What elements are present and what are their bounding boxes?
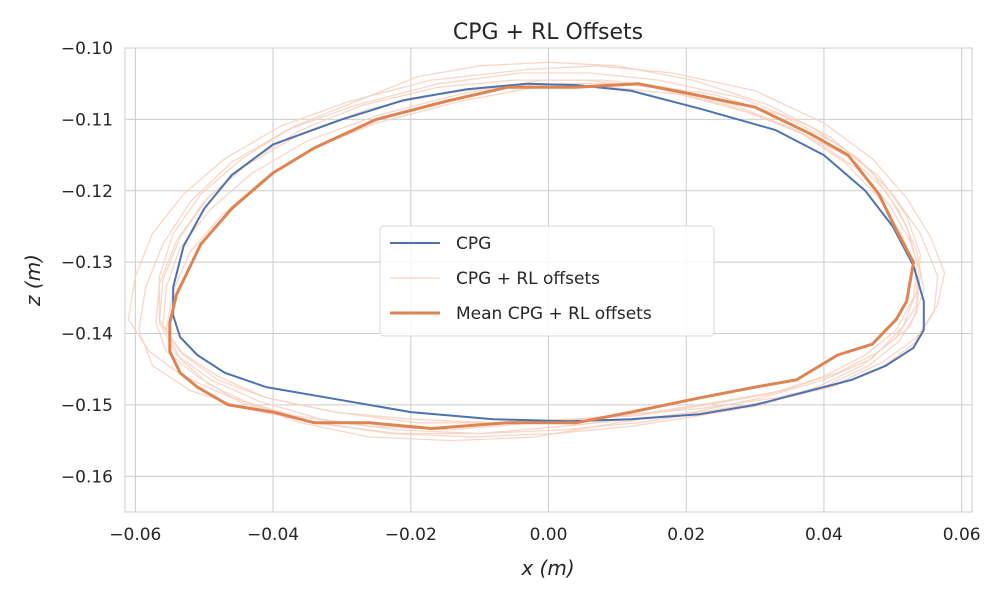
x-tick-label: 0.04 [805,525,843,545]
y-tick-label: −0.11 [61,110,113,130]
y-tick-label: −0.10 [61,39,113,59]
chart-title: CPG + RL Offsets [453,20,643,45]
x-tick-label: 0.00 [530,525,568,545]
y-axis-label: z (m) [21,254,45,307]
y-tick-labels: −0.10 −0.11 −0.12 −0.13 −0.14 −0.15 −0.16 [61,39,113,487]
plot-frame [124,47,973,513]
legend-label-cpg: CPG [456,234,491,254]
y-tick-label: −0.13 [61,253,113,273]
legend: CPG CPG + RL offsets Mean CPG + RL offse… [379,225,715,337]
rl-offset-trace [158,79,918,435]
legend-label-mean-cpg-rl-offsets: Mean CPG + RL offsets [456,304,652,324]
y-tick-label: −0.14 [61,325,113,345]
legend-box [379,225,715,337]
main-series [168,82,925,430]
x-axis-label: x (m) [520,556,574,580]
x-tick-label: −0.06 [109,525,161,545]
y-tick-label: −0.15 [61,396,113,416]
x-tick-labels: −0.06 −0.04 −0.02 0.00 0.02 0.04 0.06 [109,525,980,545]
grid-lines [125,47,972,512]
y-tick-label: −0.16 [61,467,113,487]
legend-label-cpg-rl-offsets: CPG + RL offsets [456,269,600,289]
x-tick-label: 0.02 [667,525,705,545]
cpg-series-line [172,82,925,423]
y-tick-label: −0.12 [61,182,113,202]
x-tick-label: −0.02 [385,525,437,545]
x-tick-label: 0.06 [943,525,981,545]
mean-cpg-rl-offsets-line [168,82,915,430]
x-tick-label: −0.04 [247,525,299,545]
